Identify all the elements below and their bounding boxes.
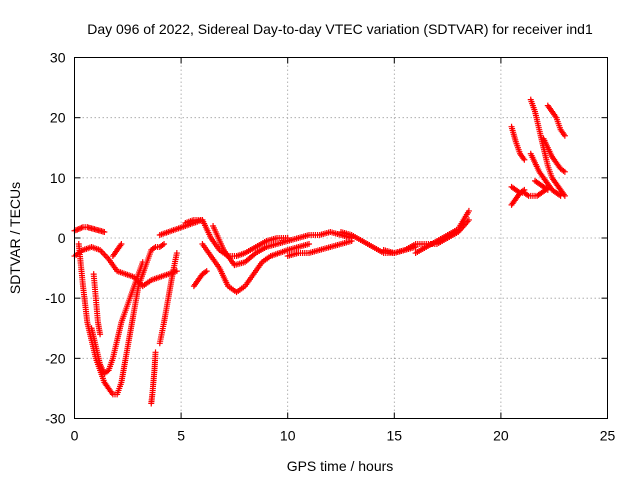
series-arc-12 bbox=[199, 241, 313, 296]
series-arc-3 bbox=[90, 271, 104, 338]
series-arc-14 bbox=[284, 238, 355, 260]
series-arc-18 bbox=[508, 123, 528, 163]
data-point bbox=[348, 238, 355, 245]
y-tick-label: -20 bbox=[45, 350, 65, 366]
series-arc-22 bbox=[527, 150, 564, 199]
data-point bbox=[521, 186, 528, 193]
data-point bbox=[173, 250, 180, 257]
series-arc-13 bbox=[210, 222, 355, 269]
x-tick-label: 0 bbox=[71, 428, 79, 444]
series-arc-21 bbox=[527, 96, 568, 199]
grid bbox=[74, 57, 608, 419]
data-point bbox=[521, 156, 528, 163]
data-point bbox=[173, 268, 180, 275]
x-tick-label: 10 bbox=[280, 428, 296, 444]
series-arc-8 bbox=[156, 250, 180, 347]
data-point bbox=[465, 216, 472, 223]
y-tick-label: 30 bbox=[50, 50, 66, 66]
series-arc-4 bbox=[71, 224, 108, 235]
data-point bbox=[561, 168, 568, 175]
series-arc-6 bbox=[109, 241, 125, 260]
x-tick-label: 5 bbox=[177, 428, 185, 444]
x-tick-label: 15 bbox=[387, 428, 403, 444]
data-points bbox=[71, 96, 568, 407]
x-axis-label: GPS time / hours bbox=[287, 458, 394, 474]
series-arc-9 bbox=[156, 216, 206, 238]
data-point bbox=[544, 186, 551, 193]
series-arc-16 bbox=[380, 216, 472, 257]
data-point bbox=[306, 241, 313, 248]
data-point bbox=[557, 192, 564, 199]
series-arc-23 bbox=[532, 177, 551, 193]
series-arc-25 bbox=[540, 135, 568, 175]
data-point bbox=[101, 228, 108, 235]
y-axis-label: SDTVAR / TECUs bbox=[7, 182, 23, 294]
series-arc-10 bbox=[190, 268, 210, 290]
data-point bbox=[139, 259, 146, 266]
series-arc-17 bbox=[412, 207, 472, 257]
data-point bbox=[152, 349, 159, 356]
axis-ticks: 0 5 10 15 20 25 -30 -20 -10 0 10 20 30 bbox=[45, 50, 615, 444]
data-point bbox=[161, 241, 168, 248]
series-arc-20 bbox=[508, 186, 528, 208]
chart-title: Day 096 of 2022, Sidereal Day-to-day VTE… bbox=[87, 21, 593, 37]
y-tick-label: 0 bbox=[58, 230, 66, 246]
data-point bbox=[118, 241, 125, 248]
y-tick-label: -30 bbox=[45, 411, 65, 427]
series-arc-2 bbox=[88, 259, 146, 377]
series-arc-24 bbox=[544, 102, 568, 139]
data-point bbox=[97, 331, 104, 338]
series-arc-11 bbox=[182, 216, 291, 260]
series-arc-5 bbox=[71, 244, 180, 290]
series-arc-7 bbox=[148, 349, 159, 407]
data-point bbox=[561, 132, 568, 139]
y-tick-label: -10 bbox=[45, 290, 65, 306]
y-tick-label: 10 bbox=[50, 170, 66, 186]
x-tick-label: 20 bbox=[493, 428, 509, 444]
data-point bbox=[203, 268, 210, 275]
data-point bbox=[465, 207, 472, 214]
y-tick-label: 20 bbox=[50, 110, 66, 126]
x-tick-label: 25 bbox=[600, 428, 616, 444]
